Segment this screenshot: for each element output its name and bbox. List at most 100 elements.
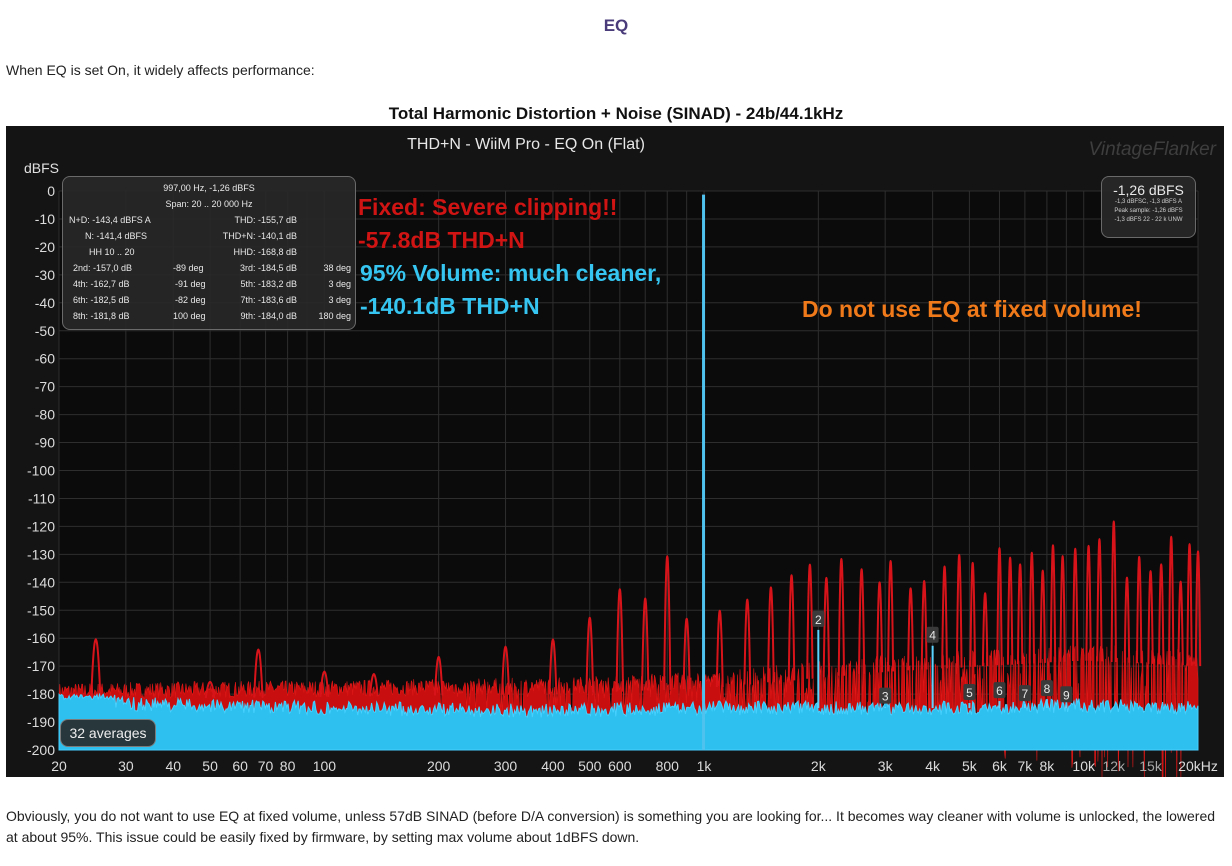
annotation-warning: Do not use EQ at fixed volume! [802,296,1142,322]
x-tick-label: 20 [51,758,67,774]
outro-text: Obviously, you do not want to use EQ at … [6,808,1216,845]
red-spike [1186,543,1193,666]
red-spike [663,555,672,690]
harmonic-marker-box [963,684,976,701]
info-h7-deg: 3 deg [328,295,351,305]
x-tick-label: 6k [992,758,1008,774]
red-spike [767,586,775,683]
red-spike [806,563,814,679]
annotation-cleaner: 95% Volume: much cleaner, [360,260,662,286]
info-h3: 3rd: -184,5 dB [239,263,297,273]
info-h4-deg: -91 deg [175,279,206,289]
info-h6-deg: -82 deg [175,295,206,305]
x-tick-label: 600 [608,758,632,774]
x-tick-label: 1k [697,758,713,774]
red-spike [319,670,330,697]
y-tick-label: -140 [27,574,55,590]
y-tick-label: -150 [27,602,55,618]
x-tick-label: 800 [656,758,680,774]
y-tick-label: -80 [35,407,55,423]
harmonic-marker-box [879,687,892,704]
info-h5: 5th: -183,2 dB [240,279,297,289]
harmonic-marker-label: 9 [1063,688,1070,702]
red-spike [1016,563,1024,665]
harmonic-marker-label: 8 [1044,682,1051,696]
info-span: Span: 20 .. 20 000 Hz [165,199,253,209]
x-tick-label: 500 [578,758,602,774]
x-tick-label: 400 [541,758,565,774]
watermark: VintageFlanker [1089,139,1217,160]
y-tick-label: -100 [27,463,55,479]
thdn-chart: THD+N - WiiM Pro - EQ On (Flat) VintageF… [6,126,1224,777]
y-tick-label: -180 [27,686,55,702]
y-tick-label: -50 [35,323,55,339]
harmonic-marker-label: 3 [882,690,889,704]
x-tick-label: 8k [1040,758,1056,774]
y-tick-label: -70 [35,379,55,395]
chart-title: Total Harmonic Distortion + Noise (SINAD… [388,104,844,123]
red-spike [996,547,1003,666]
y-tick-label: -40 [35,295,55,311]
red-spike [682,617,691,690]
y-tick-label: -10 [35,211,55,227]
y-tick-label: -120 [27,518,55,534]
red-spike [920,579,928,670]
y-tick-label: -30 [35,267,55,283]
info-thd: THD: -155,7 dB [234,215,297,225]
x-tick-label: 2k [811,758,827,774]
info-h2: 2nd: -157,0 dB [73,263,133,273]
info-hhd: HHD: -168,8 dB [233,247,297,257]
peak-line-1: -1,3 dBFSC, -1,3 dBFS A [1114,199,1183,205]
peak-line-3: -1,3 dBFS 22 - 22 k UNW [1114,217,1183,223]
y-tick-label: -110 [28,490,55,506]
red-spike [548,638,558,695]
info-h4: 4th: -162,7 dB [73,279,130,289]
x-tick-label: 5k [962,758,978,774]
red-spike [1147,570,1154,664]
info-n: N: -141,4 dBFS [85,231,148,241]
annotation-cleaner-thdn: -140.1dB THD+N [360,293,540,319]
harmonic-marker-box [926,626,939,643]
annotation-clipping-thdn: -57.8dB THD+N [358,227,525,253]
harmonic-marker-label: 7 [1022,687,1029,701]
info-header: 997,00 Hz, -1,26 dBFS [163,183,255,193]
red-spike [822,577,831,678]
x-tick-label: 20kHz [1178,758,1218,774]
red-spike [1123,576,1131,663]
x-tick-label: 40 [166,758,182,774]
y-unit-label: dBFS [24,160,59,176]
red-spike [204,680,216,699]
red-spike [1177,581,1184,666]
red-spike [981,592,989,667]
peak-level-box: -1,26 dBFS -1,3 dBFSC, -1,3 dBFS A Peak … [1101,176,1196,238]
y-tick-label: -160 [27,630,55,646]
x-tick-label: 10k [1072,758,1096,774]
annotation-clipping: Fixed: Severe clipping!! [358,194,618,220]
y-tick-label: -170 [27,658,55,674]
info-hh: HH 10 .. 20 [89,247,135,257]
red-spike [368,673,379,697]
red-spike [1194,550,1202,667]
red-spike [907,587,915,671]
red-spike [715,610,724,688]
x-tick-label: 80 [280,758,296,774]
harmonic-marker-label: 4 [929,629,936,643]
red-spike [969,562,976,667]
harmonic-marker-label: 6 [996,684,1003,698]
averages-badge: 32 averages [60,719,156,747]
x-tick-label: 200 [427,758,451,774]
y-tick-label: -190 [27,714,55,730]
x-tick-label: 4k [925,758,941,774]
red-spike [955,553,963,668]
info-thdn: THD+N: -140,1 dB [222,231,297,241]
red-spike [1158,563,1165,665]
red-spike [1085,544,1092,661]
red-spike [837,557,846,676]
x-tick-label: 3k [878,758,894,774]
info-h9-deg: 180 deg [318,311,351,321]
info-h8: 8th: -181,8 dB [73,311,130,321]
red-spike [90,638,102,700]
harmonic-marker-box [1040,680,1053,697]
red-spike [941,565,948,669]
x-tick-label: 300 [494,758,518,774]
